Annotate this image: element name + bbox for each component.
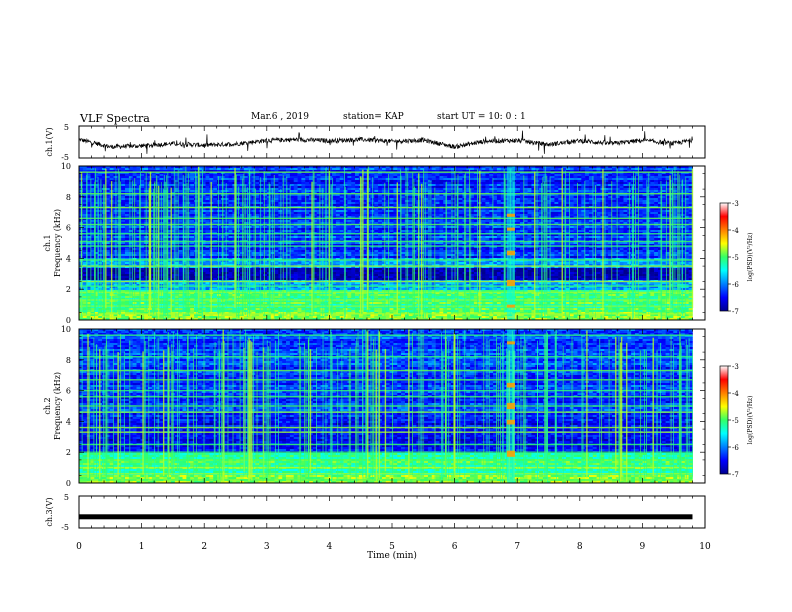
- ch2-spectrogram-ytick-label: 8: [66, 356, 71, 365]
- ch2-spectrogram-ytick-label: 4: [66, 417, 71, 426]
- ch1-waveform-ytick-label: -5: [61, 153, 69, 162]
- ch2-colorbar: -3 -4 -5 -6 -7 log(PSD)(V²/Hz): [719, 363, 754, 479]
- ch1-spectrogram-ytick-label: 0: [66, 316, 71, 325]
- ch1-waveform-panel: 5 -5 ch.1(V): [45, 123, 706, 162]
- colorbars: -3 -4 -5 -6 -7 log(PSD)(V²/Hz) -3 -4 -5 -6 -7 log(P…: [719, 200, 754, 479]
- chart-title: VLF Spectra: [80, 112, 150, 125]
- xtick-label: 1: [139, 542, 145, 552]
- ch1-colorbar: -3 -4 -5 -6 -7 log(PSD)(V²/Hz): [719, 200, 754, 316]
- ch3-waveform-ytick-label: -5: [61, 523, 69, 532]
- ch3-waveform-panel: 5 -5 ch.3(V): [45, 493, 706, 532]
- ch1-colorbar-tick-label: -7: [732, 308, 739, 316]
- ch1-spectrogram-ylabel: ch.1 Frequency (kHz): [43, 209, 62, 277]
- ch1-colorbar-tick-label: -5: [732, 254, 739, 262]
- ch2-spectrogram-ytick-label: 2: [66, 448, 71, 457]
- header-station: station= KAP: [343, 112, 404, 122]
- ch1-waveform-line: [79, 130, 693, 154]
- xtick-label: 3: [264, 542, 270, 552]
- ch2-spectrogram-panel: 0 2 4 6 8 10 ch.2 Frequency (kHz): [43, 325, 706, 488]
- header-date: Mar.6 , 2019: [251, 112, 309, 122]
- ch3-waveform-ylabel: ch.3(V): [45, 497, 54, 526]
- ch1-colorbar-gradient: [719, 202, 729, 312]
- xtick-label: 8: [577, 542, 583, 552]
- ch1-colorbar-tick-label: -3: [732, 200, 739, 208]
- ch2-colorbar-tick-label: -3: [732, 363, 739, 371]
- ch1-colorbar-tick-label: -4: [732, 227, 739, 235]
- ch1-colorbar-tick-label: -6: [732, 281, 739, 289]
- xtick-label: 5: [389, 542, 395, 552]
- ch1-waveform-x-ticks: [78, 126, 706, 158]
- xtick-label: 9: [640, 542, 646, 552]
- ch2-spectrogram-ytick-label: 6: [66, 387, 71, 396]
- ch2-spectrogram-ytick-label: 0: [66, 479, 71, 488]
- ch1-spectrogram-ytick-label: 4: [66, 254, 71, 263]
- ch3-waveform-ytick-label: 5: [64, 493, 69, 502]
- ch2-spectrogram-ytick-label: 10: [61, 325, 71, 334]
- xtick-label: 10: [699, 542, 711, 552]
- ch2-colorbar-tick-label: -7: [732, 471, 739, 479]
- ch1-spectrogram-ytick-label: 2: [66, 285, 71, 294]
- ch1-spectrogram-ytick-label: 8: [66, 193, 71, 202]
- ch1-colorbar-label: log(PSD)(V²/Hz): [747, 233, 754, 282]
- ch3-waveform-x-ticks: [78, 496, 706, 528]
- ch2-spectrogram-x-ticks: [78, 329, 706, 483]
- ch2-colorbar-gradient: [719, 365, 729, 475]
- ch2-spectrogram-ylabel: ch.2 Frequency (kHz): [43, 372, 62, 440]
- ch2-colorbar-label: log(PSD)(V²/Hz): [747, 396, 754, 445]
- ch1-spectrogram-ytick-label: 10: [61, 162, 71, 171]
- x-axis-label: Time (min): [367, 550, 417, 561]
- xtick-label: 0: [76, 542, 82, 552]
- xtick-label: 6: [452, 542, 458, 552]
- ch1-spectrogram-ytick-label: 6: [66, 224, 71, 233]
- xtick-label: 7: [514, 542, 520, 552]
- header-start-time: start UT = 10: 0 : 1: [437, 112, 526, 122]
- xtick-label: 4: [327, 542, 333, 552]
- ch1-spectrogram-x-ticks: [78, 166, 706, 320]
- time-axis: 0 1 2 3 4 5 6 7 8 9 10 Time (min): [76, 542, 711, 561]
- ch1-spectrogram-image: [79, 166, 694, 321]
- ch2-colorbar-tick-label: -5: [732, 417, 739, 425]
- ch2-colorbar-tick-label: -4: [732, 390, 739, 398]
- ch2-colorbar-tick-label: -6: [732, 444, 739, 452]
- ch1-waveform-ytick-label: 5: [64, 123, 69, 132]
- xtick-label: 2: [201, 542, 207, 552]
- ch2-spectrogram-image: [79, 329, 693, 484]
- ch1-spectrogram-panel: 0 2 4 6 8 10 ch.1 Frequency (kHz): [43, 162, 706, 325]
- ch3-waveform-line: [79, 514, 693, 520]
- ch1-waveform-ylabel: ch.1(V): [45, 127, 54, 156]
